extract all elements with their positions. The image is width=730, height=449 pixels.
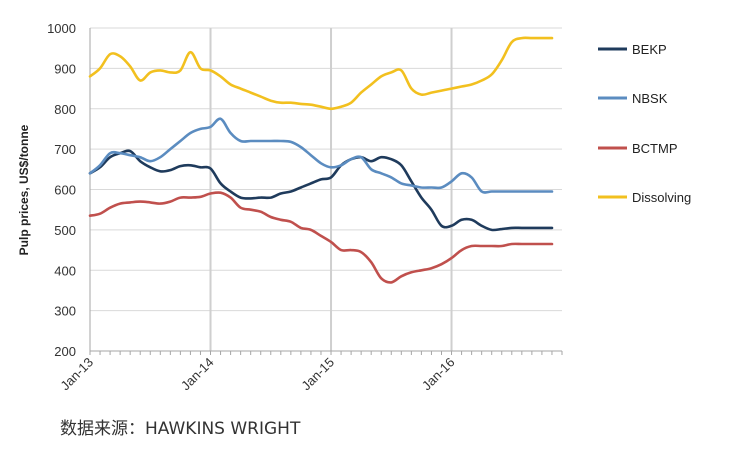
series-lines — [88, 36, 554, 284]
y-tick-label: 500 — [54, 223, 76, 238]
series-line-dissolving — [88, 36, 554, 111]
x-tick-label: Jan-15 — [298, 355, 337, 394]
legend-label-bekp: BEKP — [632, 42, 667, 57]
y-tick-label: 200 — [54, 344, 76, 359]
y-tick-label: 400 — [54, 263, 76, 278]
y-axis-label: Pulp prices, US$/tonne — [17, 124, 31, 255]
y-tick-label: 900 — [54, 61, 76, 76]
series-line-bekp — [88, 149, 554, 232]
x-tick-labels: Jan-13 Jan-14 Jan-15 Jan-16 — [57, 355, 457, 394]
y-tick-label: 1000 — [47, 21, 76, 36]
y-tick-label: 300 — [54, 304, 76, 319]
legend-label-dissolving: Dissolving — [632, 190, 691, 205]
x-tick-label: Jan-16 — [419, 355, 458, 394]
legend-label-nbsk: NBSK — [632, 91, 668, 106]
legend: BEKP NBSK BCTMP Dissolving — [598, 42, 691, 205]
y-tick-label: 800 — [54, 102, 76, 117]
legend-label-bctmp: BCTMP — [632, 141, 678, 156]
series-line-bctmp — [88, 191, 554, 284]
y-tick-label: 600 — [54, 183, 76, 198]
y-tick-label: 700 — [54, 142, 76, 157]
series-line-nbsk — [88, 117, 554, 194]
x-tick-label: Jan-13 — [57, 355, 96, 394]
y-tick-labels: 200 300 400 500 600 700 800 900 1000 — [47, 21, 76, 359]
axes — [89, 28, 563, 355]
source-note: 数据来源：HAWKINS WRIGHT — [60, 419, 301, 439]
x-tick-label: Jan-14 — [178, 355, 217, 394]
